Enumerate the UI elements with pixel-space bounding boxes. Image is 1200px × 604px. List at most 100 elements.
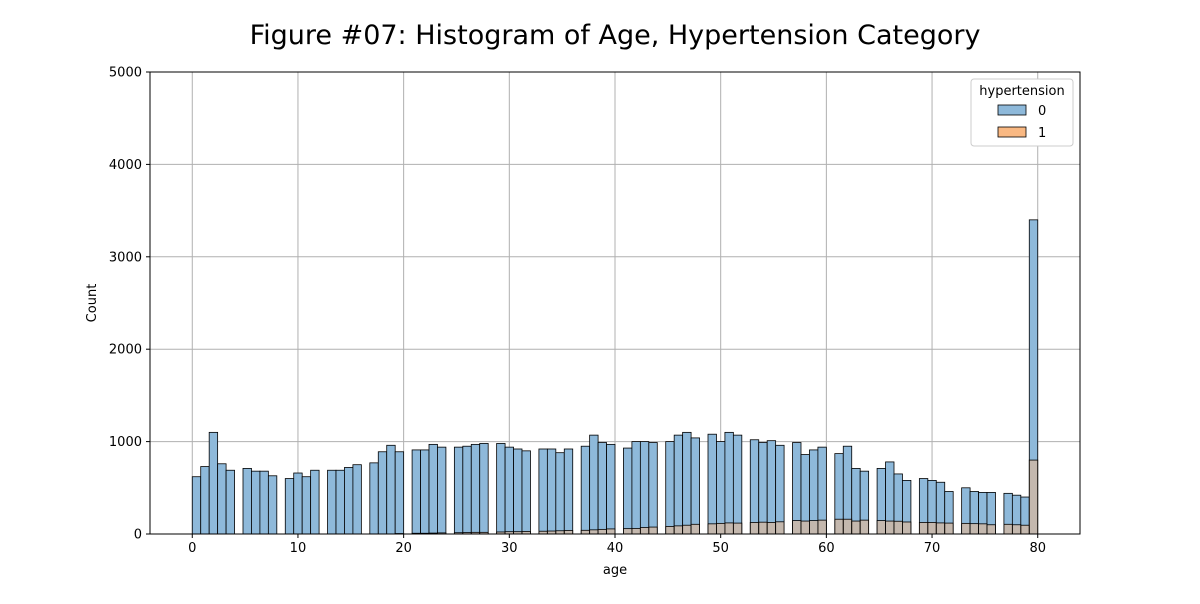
bar-series-1 — [902, 522, 910, 534]
bar-series-0 — [522, 451, 530, 534]
bar-series-0 — [226, 470, 234, 534]
bar-series-1 — [767, 522, 775, 534]
bar-series-0 — [539, 449, 547, 534]
bar-series-1 — [793, 521, 801, 534]
bar-series-1 — [649, 527, 657, 534]
bar-series-0 — [505, 447, 513, 534]
bar-series-1 — [919, 522, 927, 534]
bar-series-0 — [607, 444, 615, 534]
bar-series-0 — [429, 444, 437, 534]
y-tick-label: 0 — [134, 528, 142, 543]
bar-series-1 — [894, 521, 902, 534]
bar-series-1 — [843, 519, 851, 534]
bar-series-0 — [437, 447, 445, 534]
bar-series-1 — [733, 523, 741, 534]
bar-series-0 — [370, 463, 378, 534]
y-tick-label: 2000 — [109, 343, 142, 358]
bar-series-0 — [497, 443, 505, 534]
bar-series-0 — [311, 470, 319, 534]
bar-series-1 — [801, 521, 809, 534]
x-tick-label: 30 — [501, 541, 518, 556]
bar-series-0 — [733, 435, 741, 534]
bar-series-1 — [835, 519, 843, 534]
bar-series-0 — [480, 443, 488, 534]
bar-series-0 — [285, 479, 293, 534]
bar-series-0 — [395, 452, 403, 534]
bar-series-0 — [260, 471, 268, 534]
bar-series-0 — [674, 435, 682, 534]
bar-series-1 — [809, 521, 817, 534]
bar-series-1 — [979, 524, 987, 534]
bar-series-0 — [268, 476, 276, 534]
bar-series-1 — [691, 524, 699, 534]
bar-series-1 — [725, 523, 733, 534]
bar-series-0 — [454, 447, 462, 534]
x-tick-label: 60 — [818, 541, 835, 556]
bar-series-0 — [759, 443, 767, 534]
x-tick-label: 20 — [395, 541, 412, 556]
legend-title: hypertension — [979, 84, 1064, 99]
bar-series-0 — [328, 470, 336, 534]
y-tick-label: 4000 — [109, 158, 142, 173]
bar-series-1 — [877, 521, 885, 534]
bar-series-1 — [1004, 524, 1012, 534]
bar-series-1 — [581, 530, 589, 534]
bar-series-0 — [666, 442, 674, 534]
bar-series-0 — [336, 470, 344, 534]
x-tick-label: 70 — [924, 541, 941, 556]
bar-series-0 — [556, 453, 564, 534]
bar-series-0 — [564, 449, 572, 534]
bar-series-1 — [607, 529, 615, 534]
bar-series-0 — [251, 471, 259, 534]
bar-series-1 — [716, 523, 724, 534]
bar-series-0 — [353, 465, 361, 534]
bar-series-1 — [818, 520, 826, 534]
bar-series-0 — [767, 441, 775, 534]
bar-series-0 — [192, 477, 200, 534]
bar-series-1 — [928, 522, 936, 534]
bar-series-0 — [412, 450, 420, 534]
bar-series-1 — [987, 525, 995, 534]
legend: hypertension 0 1 — [971, 79, 1073, 146]
bar-series-0 — [344, 467, 352, 534]
bar-series-0 — [598, 443, 606, 534]
bar-series-0 — [590, 435, 598, 534]
bar-series-1 — [852, 521, 860, 534]
bar-series-0 — [378, 452, 386, 534]
bar-series-1 — [945, 523, 953, 534]
bar-series-1 — [962, 523, 970, 534]
bar-series-1 — [970, 524, 978, 534]
x-tick-label: 50 — [712, 541, 729, 556]
bar-series-1 — [860, 520, 868, 534]
bar-series-0 — [463, 446, 471, 534]
legend-label-1: 1 — [1038, 126, 1046, 141]
bar-series-0 — [632, 442, 640, 534]
legend-swatch-0 — [998, 105, 1026, 115]
bar-series-0 — [471, 444, 479, 534]
legend-label-0: 0 — [1038, 104, 1046, 119]
x-tick-label: 10 — [290, 541, 307, 556]
bar-series-0 — [209, 432, 217, 534]
y-axis-label: Count — [85, 284, 100, 323]
bar-series-0 — [683, 432, 691, 534]
chart-title: Figure #07: Histogram of Age, Hypertensi… — [250, 20, 981, 51]
bar-series-1 — [598, 529, 606, 534]
bar-series-0 — [640, 442, 648, 534]
bar-series-0 — [294, 473, 302, 534]
bar-series-0 — [649, 443, 657, 534]
bar-series-0 — [750, 440, 758, 534]
bar-series-1 — [1029, 460, 1037, 534]
bar-series-0 — [218, 464, 226, 534]
x-tick-label: 0 — [188, 541, 196, 556]
bar-series-1 — [564, 530, 572, 534]
bar-series-1 — [674, 526, 682, 534]
bar-series-1 — [776, 522, 784, 534]
bar-series-1 — [1021, 525, 1029, 534]
bar-series-1 — [632, 528, 640, 534]
bar-series-0 — [581, 446, 589, 534]
legend-swatch-1 — [998, 127, 1026, 137]
